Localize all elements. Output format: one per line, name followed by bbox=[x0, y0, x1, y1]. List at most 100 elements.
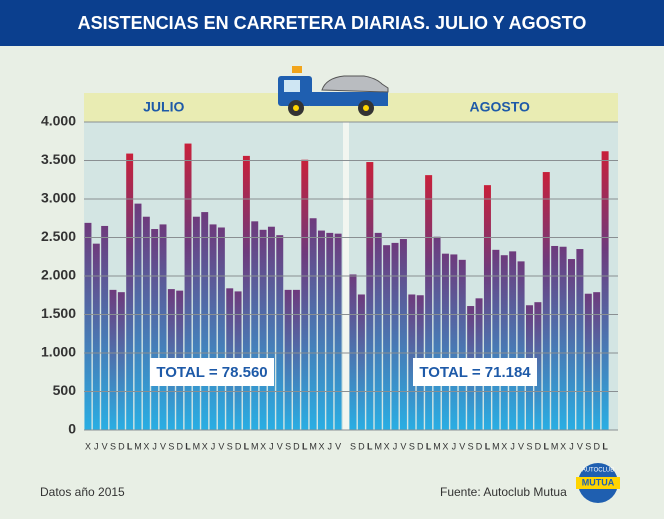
x-tick-label: D bbox=[535, 441, 542, 451]
x-tick-label: X bbox=[260, 441, 266, 451]
bar bbox=[366, 162, 374, 431]
logo: MUTUA AUTOCLUB bbox=[576, 463, 620, 503]
x-tick-label: M bbox=[492, 441, 500, 451]
x-tick-label: S bbox=[350, 441, 356, 451]
x-tick-label: J bbox=[328, 441, 333, 451]
x-tick-label: S bbox=[285, 441, 291, 451]
y-tick-label: 2.000 bbox=[41, 267, 76, 283]
bar bbox=[217, 227, 225, 430]
x-tick-label: V bbox=[218, 441, 224, 451]
x-tick-label: D bbox=[176, 441, 183, 451]
bar bbox=[117, 292, 125, 430]
bar bbox=[425, 175, 433, 430]
x-tick-label: V bbox=[459, 441, 465, 451]
x-tick-label: D bbox=[358, 441, 365, 451]
x-tick-label: D bbox=[417, 441, 424, 451]
bar bbox=[357, 294, 365, 430]
x-tick-label: L bbox=[302, 441, 308, 451]
x-tick-label: D bbox=[118, 441, 125, 451]
y-tick-label: 2.500 bbox=[41, 228, 76, 244]
x-tick-label: V bbox=[577, 441, 583, 451]
x-tick-label: D bbox=[476, 441, 483, 451]
bar bbox=[349, 274, 357, 430]
x-tick-label: L bbox=[185, 441, 191, 451]
bar bbox=[542, 172, 550, 431]
bar bbox=[567, 259, 575, 430]
x-tick-label: V bbox=[400, 441, 406, 451]
x-tick-label: J bbox=[269, 441, 274, 451]
bar bbox=[201, 212, 209, 430]
bar bbox=[84, 222, 92, 430]
bar bbox=[251, 221, 259, 430]
bar bbox=[534, 302, 542, 430]
x-tick-label: J bbox=[452, 441, 457, 451]
y-tick-label: 500 bbox=[53, 382, 77, 398]
bar bbox=[109, 289, 117, 430]
bar bbox=[309, 218, 317, 430]
x-tick-label: L bbox=[602, 441, 608, 451]
bar bbox=[267, 226, 275, 430]
bar bbox=[292, 289, 300, 430]
x-tick-label: J bbox=[211, 441, 216, 451]
bar bbox=[559, 246, 567, 430]
bar bbox=[433, 236, 441, 430]
x-tick-label: J bbox=[569, 441, 574, 451]
logo-ring: AUTOCLUB bbox=[582, 468, 615, 474]
total-box bbox=[413, 358, 537, 386]
bar bbox=[601, 151, 609, 430]
bar bbox=[192, 216, 200, 430]
bar bbox=[184, 143, 192, 430]
bar bbox=[374, 232, 382, 430]
bar bbox=[142, 216, 150, 430]
total-label: TOTAL = 78.560 bbox=[156, 364, 267, 381]
month-label: JULIO bbox=[143, 99, 184, 115]
bar bbox=[576, 249, 584, 430]
x-tick-label: X bbox=[85, 441, 91, 451]
bar bbox=[441, 253, 449, 430]
bar bbox=[159, 224, 167, 430]
x-tick-label: J bbox=[510, 441, 515, 451]
bar bbox=[151, 229, 159, 430]
x-tick-label: J bbox=[94, 441, 99, 451]
bar bbox=[317, 230, 325, 430]
y-tick-label: 0 bbox=[68, 421, 76, 437]
x-tick-label: S bbox=[585, 441, 591, 451]
bar bbox=[458, 259, 466, 430]
bar bbox=[408, 294, 416, 430]
x-tick-label: V bbox=[160, 441, 166, 451]
month-label: AGOSTO bbox=[470, 99, 531, 115]
bar bbox=[492, 249, 500, 430]
bar bbox=[334, 233, 342, 430]
bar bbox=[391, 242, 399, 430]
x-tick-label: D bbox=[293, 441, 300, 451]
bar bbox=[259, 229, 267, 430]
bar bbox=[276, 235, 284, 430]
x-tick-label: L bbox=[127, 441, 133, 451]
x-tick-label: M bbox=[374, 441, 382, 451]
x-tick-label: M bbox=[193, 441, 201, 451]
bar bbox=[209, 224, 217, 430]
x-tick-label: V bbox=[518, 441, 524, 451]
total-label: TOTAL = 71.184 bbox=[419, 364, 531, 381]
x-tick-label: V bbox=[102, 441, 108, 451]
x-tick-label: X bbox=[318, 441, 324, 451]
bar bbox=[517, 261, 525, 430]
truck-icon bbox=[278, 66, 389, 116]
x-tick-label: X bbox=[143, 441, 149, 451]
y-tick-label: 4.000 bbox=[41, 113, 76, 129]
bar bbox=[399, 239, 407, 430]
x-tick-label: J bbox=[393, 441, 398, 451]
x-tick-label: M bbox=[134, 441, 142, 451]
x-tick-label: J bbox=[152, 441, 157, 451]
x-tick-label: L bbox=[244, 441, 250, 451]
x-tick-label: L bbox=[426, 441, 432, 451]
x-tick-label: L bbox=[485, 441, 491, 451]
x-tick-label: S bbox=[227, 441, 233, 451]
footer-note: Datos año 2015 bbox=[40, 485, 125, 499]
x-tick-label: M bbox=[433, 441, 441, 451]
bar bbox=[593, 292, 601, 430]
bar bbox=[92, 243, 100, 430]
x-tick-label: S bbox=[168, 441, 174, 451]
x-tick-label: X bbox=[560, 441, 566, 451]
x-tick-label: M bbox=[551, 441, 559, 451]
